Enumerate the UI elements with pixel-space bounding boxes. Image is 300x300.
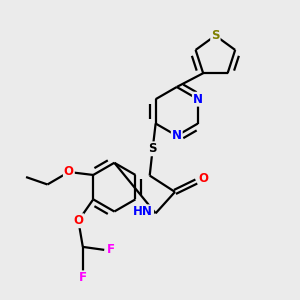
- Text: N: N: [193, 93, 203, 106]
- Text: S: S: [148, 142, 157, 155]
- Text: S: S: [211, 29, 220, 42]
- Text: HN: HN: [133, 205, 153, 218]
- Text: O: O: [64, 166, 74, 178]
- Text: O: O: [74, 214, 83, 227]
- Text: N: N: [172, 129, 182, 142]
- Text: F: F: [107, 243, 115, 256]
- Text: O: O: [199, 172, 209, 185]
- Text: F: F: [79, 271, 87, 284]
